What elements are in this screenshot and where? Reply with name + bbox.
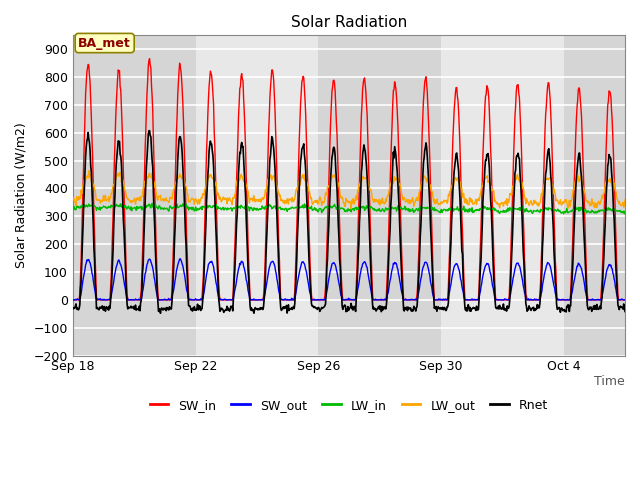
SW_in (200, 273, 207, 279)
SW_out (383, 293, 391, 299)
LW_out (90, 183, 97, 189)
SW_out (90, 277, 97, 283)
LW_in (89, 203, 97, 208)
Bar (195, 36, 318, 356)
Line: LW_in: LW_in (73, 204, 625, 214)
SW_out (516, 265, 524, 271)
Line: Rnet: Rnet (73, 131, 625, 313)
Rnet (621, 309, 629, 314)
LW_out (300, 176, 308, 182)
Bar (73, 36, 195, 356)
SW_in (383, 294, 390, 300)
SW_in (146, 56, 154, 61)
Bar (441, 36, 564, 356)
LW_out (69, 198, 77, 204)
Line: LW_out: LW_out (73, 171, 625, 209)
LW_in (271, 203, 278, 209)
Text: Time: Time (595, 375, 625, 388)
Rnet (89, 201, 97, 207)
Rnet (271, 166, 279, 171)
SW_out (70, 297, 77, 303)
SW_in (89, 154, 97, 160)
Rnet (301, 152, 308, 158)
LW_in (69, 206, 77, 212)
Rnet (516, 171, 524, 177)
LW_out (516, 179, 524, 184)
LW_in (300, 205, 308, 211)
LW_in (560, 211, 568, 217)
LW_out (271, 175, 278, 180)
SW_out (271, 264, 279, 270)
SW_in (300, 75, 308, 81)
SW_out (200, 290, 208, 296)
Line: SW_in: SW_in (73, 59, 625, 300)
SW_out (621, 297, 629, 303)
Line: SW_out: SW_out (73, 259, 625, 300)
SW_in (271, 93, 278, 98)
Title: Solar Radiation: Solar Radiation (291, 15, 407, 30)
LW_out (621, 197, 629, 203)
SW_in (516, 95, 524, 101)
LW_in (621, 209, 629, 215)
SW_out (177, 256, 184, 262)
LW_in (152, 201, 159, 206)
LW_in (200, 204, 207, 210)
SW_in (621, 297, 629, 303)
Rnet (146, 128, 154, 133)
LW_out (85, 168, 93, 174)
SW_out (69, 297, 77, 302)
Rnet (383, 296, 391, 301)
Rnet (69, 306, 77, 312)
LW_out (383, 195, 391, 201)
Rnet (157, 311, 164, 316)
SW_in (69, 297, 77, 303)
Text: BA_met: BA_met (78, 36, 131, 49)
LW_out (348, 206, 355, 212)
Legend: SW_in, SW_out, LW_in, LW_out, Rnet: SW_in, SW_out, LW_in, LW_out, Rnet (145, 394, 553, 417)
Y-axis label: Solar Radiation (W/m2): Solar Radiation (W/m2) (15, 122, 28, 268)
Bar (564, 36, 640, 356)
SW_out (301, 261, 308, 267)
Rnet (200, 271, 208, 277)
LW_in (383, 206, 390, 212)
Bar (318, 36, 441, 356)
LW_out (200, 192, 207, 197)
LW_in (516, 205, 524, 211)
